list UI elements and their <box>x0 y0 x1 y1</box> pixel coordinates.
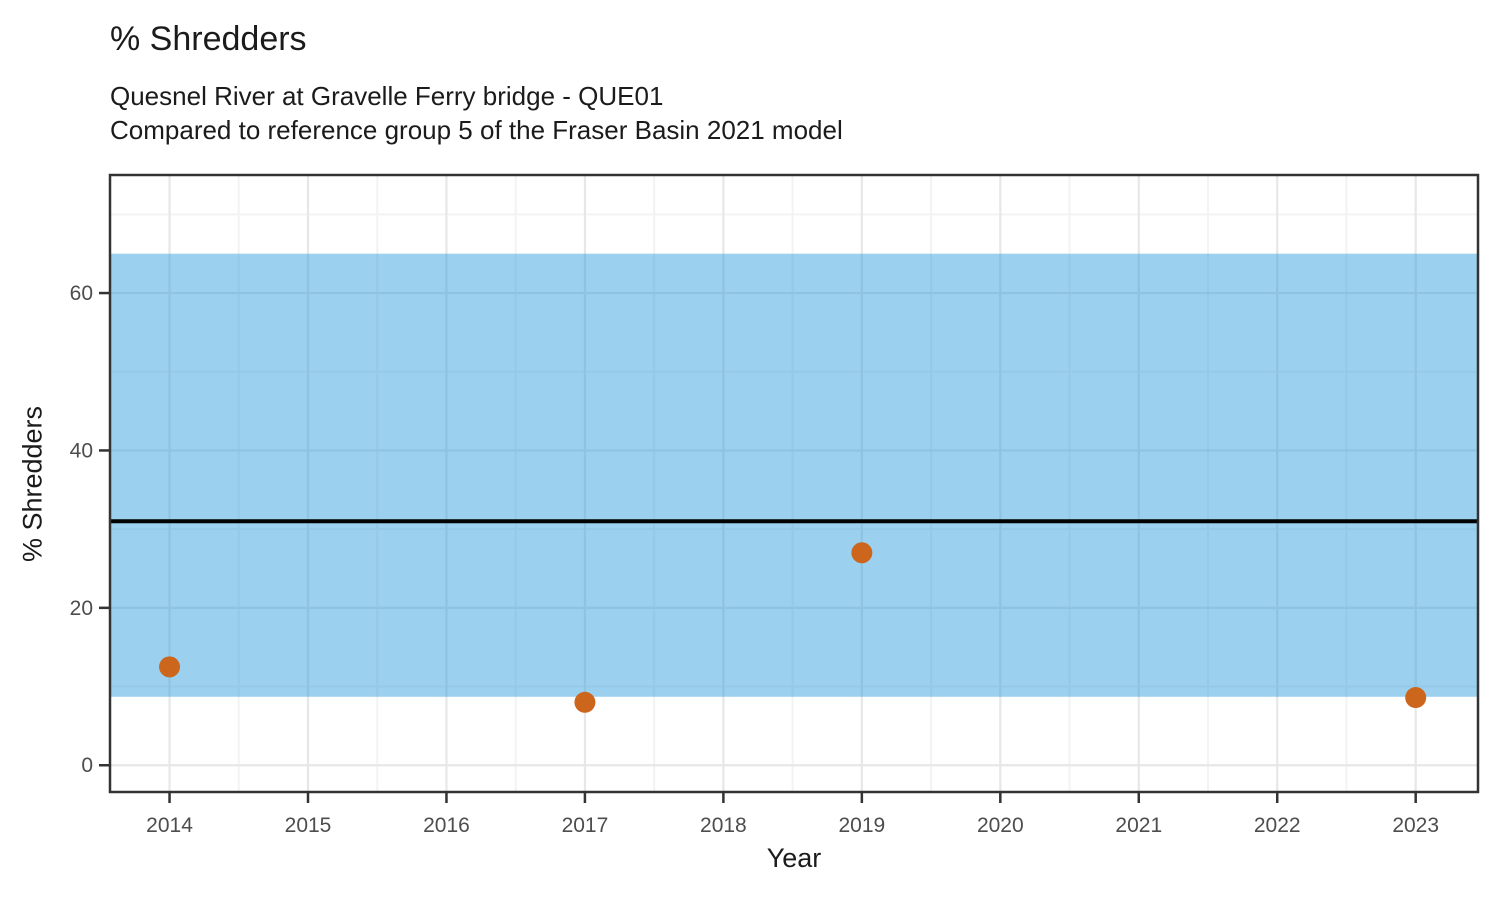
chart-title: % Shredders <box>110 20 307 58</box>
x-tick-label: 2020 <box>977 814 1024 837</box>
x-tick-label: 2018 <box>700 814 747 837</box>
chart-subtitle-line2: Compared to reference group 5 of the Fra… <box>110 115 843 145</box>
x-tick-label: 2023 <box>1392 814 1439 837</box>
x-tick-label: 2015 <box>285 814 332 837</box>
y-tick-label: 20 <box>70 597 93 620</box>
panel-border <box>108 173 1480 794</box>
y-tick-label: 40 <box>70 439 93 462</box>
data-point <box>574 691 596 713</box>
y-tick-label: 60 <box>70 282 93 305</box>
y-tick-label: 0 <box>81 754 93 777</box>
data-point <box>1405 687 1427 709</box>
x-tick-label: 2022 <box>1254 814 1301 837</box>
y-axis-title: % Shredders <box>17 405 48 563</box>
data-point <box>159 656 181 678</box>
x-tick-label: 2021 <box>1115 814 1162 837</box>
data-point <box>851 542 873 564</box>
chart-subtitle-line1: Quesnel River at Gravelle Ferry bridge -… <box>110 81 664 111</box>
reference-band <box>110 253 1478 697</box>
x-tick-label: 2017 <box>562 814 609 837</box>
x-tick-label: 2014 <box>146 814 193 837</box>
x-tick-label: 2016 <box>423 814 470 837</box>
panel-background <box>110 175 1478 792</box>
x-axis-title: Year <box>766 843 822 873</box>
x-tick-label: 2019 <box>838 814 885 837</box>
